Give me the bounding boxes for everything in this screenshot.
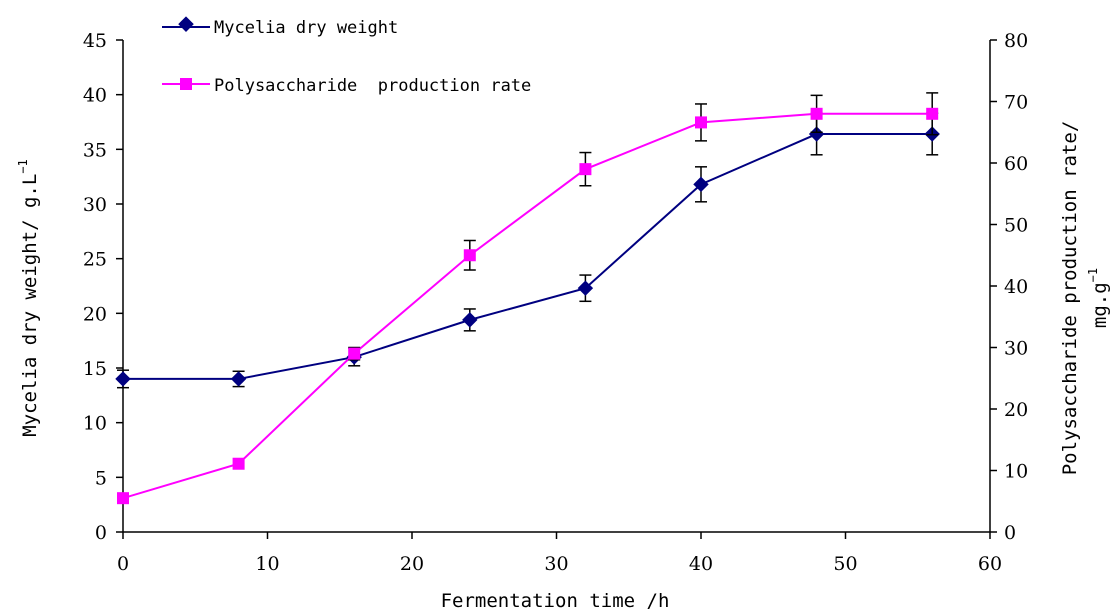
data-point-polysaccharide xyxy=(232,457,245,470)
right-tick-label: 20 xyxy=(1004,399,1028,421)
series-mycelia xyxy=(115,112,940,389)
data-point-polysaccharide xyxy=(579,163,592,176)
left-tick-label: 45 xyxy=(83,30,107,52)
x-tick-label: 20 xyxy=(400,553,424,575)
left-axis-ticks: 0 5 10 15 20 25 30 35 40 45 xyxy=(83,30,123,544)
right-tick-label: 60 xyxy=(1004,153,1028,175)
series-layer xyxy=(115,92,940,505)
legend-marker-mycelia xyxy=(178,16,194,32)
right-tick-label: 0 xyxy=(1004,522,1016,544)
data-point-polysaccharide xyxy=(926,107,939,120)
x-tick-label: 0 xyxy=(117,553,129,575)
right-axis-title-sup: −1 xyxy=(1086,268,1100,282)
left-tick-label: 10 xyxy=(83,413,107,435)
right-tick-label: 80 xyxy=(1004,30,1028,52)
left-axis-title: Mycelia dry weight/ g.L−1 xyxy=(16,159,41,437)
right-axis-title-line2: mg.g−1 xyxy=(1086,268,1111,328)
left-tick-label: 30 xyxy=(83,194,107,216)
right-axis-title-unit: mg.g xyxy=(1089,282,1111,328)
right-axis-ticks: 0 10 20 30 40 50 60 70 80 xyxy=(990,30,1028,544)
x-tick-label: 30 xyxy=(544,553,568,575)
data-point-mycelia xyxy=(230,371,247,387)
left-axis-title-sup: −1 xyxy=(16,159,30,173)
data-point-mycelia xyxy=(115,371,131,387)
data-point-polysaccharide xyxy=(695,116,707,129)
data-point-mycelia xyxy=(577,280,594,296)
right-tick-label: 70 xyxy=(1004,92,1028,114)
series-polysaccharide xyxy=(117,92,939,505)
right-tick-label: 10 xyxy=(1004,461,1028,483)
left-tick-label: 20 xyxy=(83,303,107,325)
right-tick-label: 30 xyxy=(1004,338,1028,360)
series-line-polysaccharide xyxy=(122,112,933,500)
legend: Mycelia dry weight Polysaccharide produc… xyxy=(162,16,531,96)
left-axis-title-main: Mycelia dry weight/ g.L xyxy=(19,174,41,437)
data-point-polysaccharide xyxy=(810,107,823,120)
right-tick-label: 40 xyxy=(1004,276,1028,298)
x-tick-label: 10 xyxy=(255,553,279,575)
legend-marker-polysaccharide xyxy=(180,78,192,90)
legend-label-mycelia: Mycelia dry weight xyxy=(214,18,398,38)
left-tick-label: 40 xyxy=(83,85,107,107)
data-point-polysaccharide xyxy=(348,347,361,360)
legend-label-polysaccharide: Polysaccharide production rate xyxy=(214,76,531,96)
x-axis-title: Fermentation time /h xyxy=(441,590,670,612)
data-point-mycelia xyxy=(462,312,478,328)
x-axis-ticks: 0 10 20 30 40 50 60 xyxy=(117,532,1002,575)
left-tick-label: 35 xyxy=(83,139,107,161)
left-tick-label: 15 xyxy=(83,358,107,380)
series-line-mycelia xyxy=(123,133,933,380)
x-tick-label: 50 xyxy=(833,553,857,575)
left-tick-label: 25 xyxy=(83,249,107,271)
data-point-mycelia xyxy=(693,176,709,193)
left-tick-label: 5 xyxy=(95,467,107,489)
right-tick-label: 50 xyxy=(1004,215,1028,237)
x-tick-label: 60 xyxy=(978,553,1002,575)
data-point-polysaccharide xyxy=(463,249,476,262)
right-axis-title-line1: Polysaccharide production rate/ xyxy=(1059,121,1081,476)
left-tick-label: 0 xyxy=(95,522,107,544)
x-tick-label: 40 xyxy=(689,553,713,575)
data-point-polysaccharide xyxy=(117,492,129,505)
